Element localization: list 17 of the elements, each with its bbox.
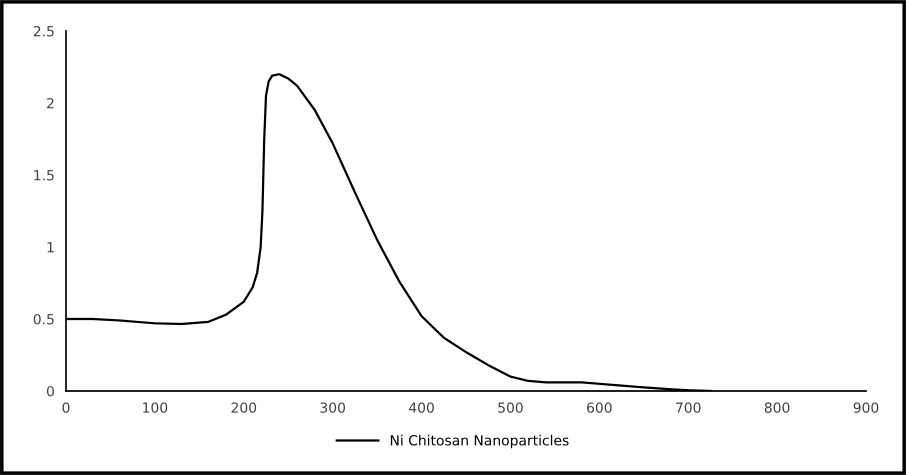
y-tick-label: 2 bbox=[47, 98, 54, 108]
x-tick-label: 0 bbox=[62, 402, 70, 413]
legend-label: Ni Chitosan Nanoparticles bbox=[390, 434, 569, 448]
x-tick-label: 700 bbox=[676, 402, 701, 413]
x-tick-label: 600 bbox=[587, 402, 612, 413]
x-tick-label: 100 bbox=[143, 402, 168, 413]
y-tick-label: 1 bbox=[48, 242, 54, 252]
y-tick-label: 0 bbox=[46, 386, 54, 396]
y-tick-label: 1.5 bbox=[34, 170, 54, 180]
x-tick-label: 800 bbox=[764, 402, 790, 413]
y-tick-label: 2.5 bbox=[34, 26, 54, 36]
x-tick-label: 500 bbox=[498, 402, 523, 413]
x-tick-label: 400 bbox=[408, 402, 434, 413]
y-tick-label: 0.5 bbox=[34, 314, 54, 324]
x-tick-label: 300 bbox=[320, 402, 345, 413]
x-tick-label: 200 bbox=[232, 402, 256, 413]
x-tick-label: 900 bbox=[854, 402, 878, 413]
